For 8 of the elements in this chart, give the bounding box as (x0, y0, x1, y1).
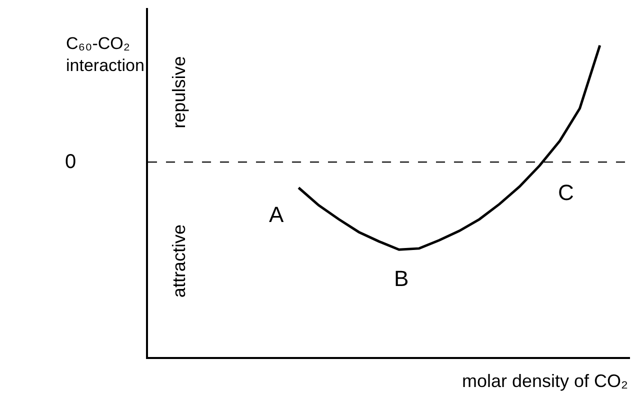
annotation: attractive (168, 224, 189, 298)
annotation: C (558, 180, 574, 205)
y-axis-title: C₆₀-CO₂ interaction (66, 34, 144, 76)
ref-line-label: 0 (65, 151, 76, 173)
text: molar density of CO₂ (462, 371, 628, 391)
annotation: repulsive (169, 56, 190, 128)
annotation: A (269, 202, 284, 227)
text: B (394, 266, 409, 291)
